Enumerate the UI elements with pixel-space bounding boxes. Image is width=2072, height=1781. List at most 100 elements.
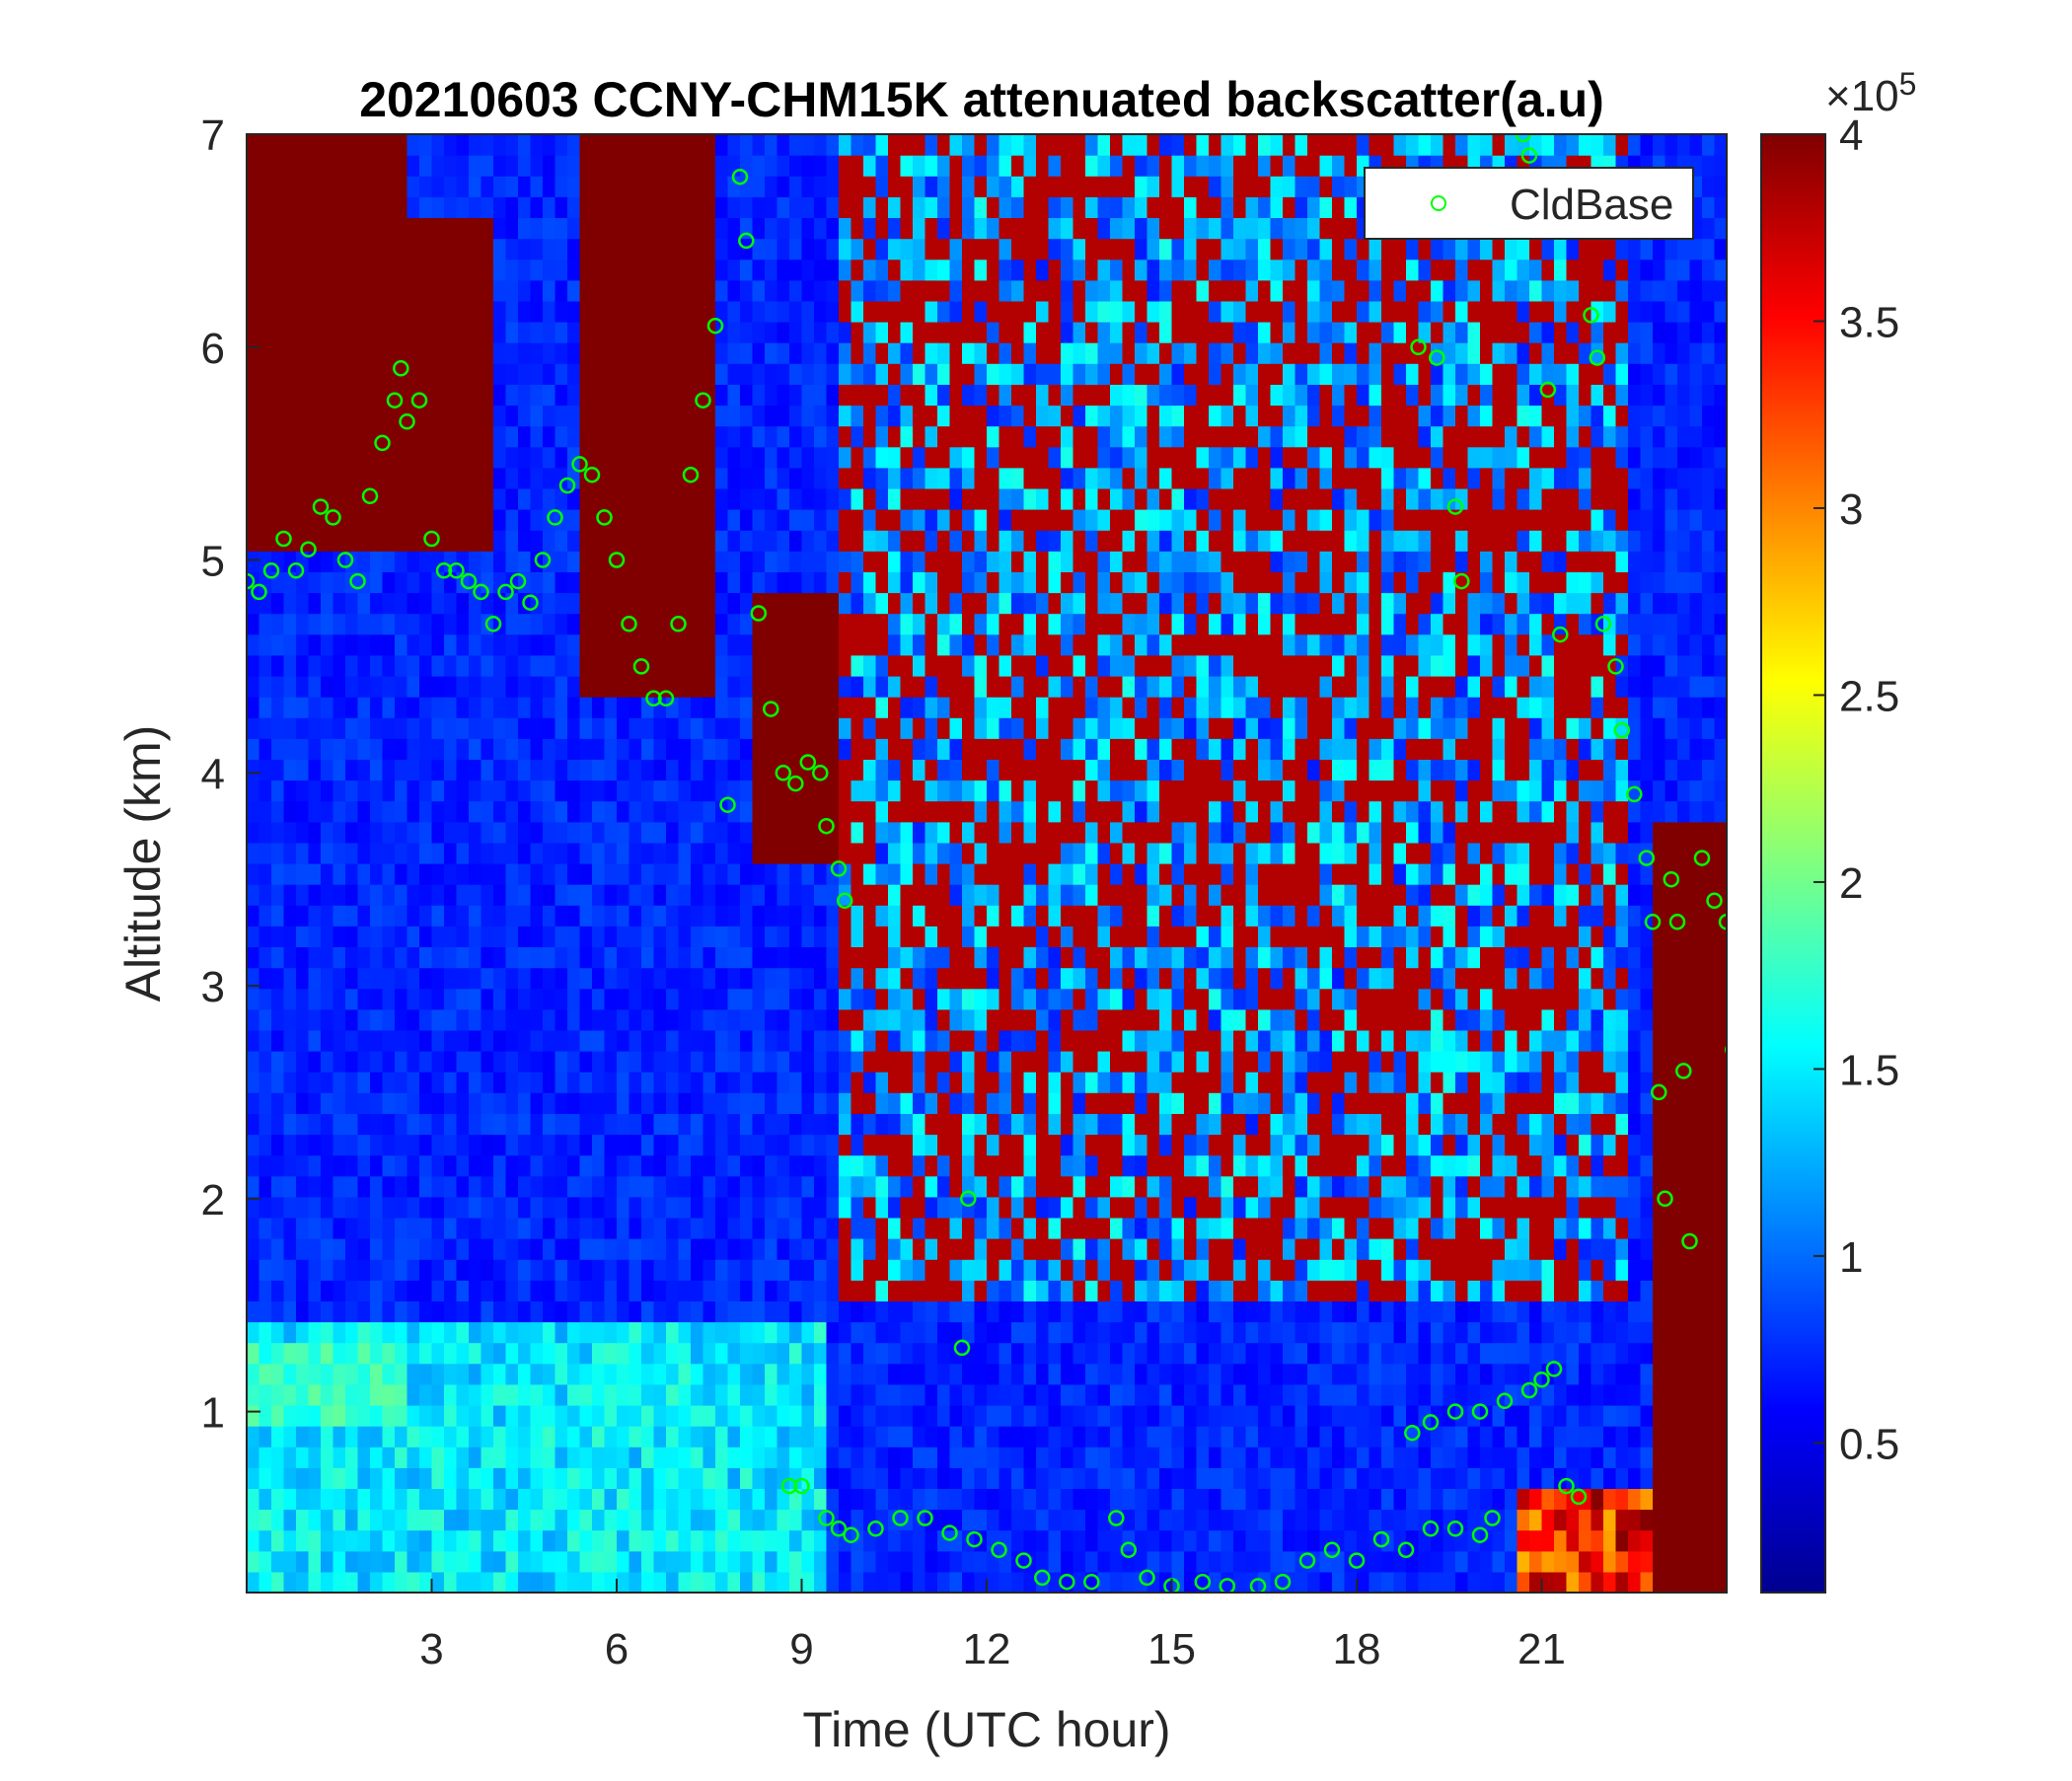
heatmap-cell: [431, 1008, 445, 1031]
heatmap-cell: [481, 1550, 494, 1573]
heatmap-cell: [604, 1447, 618, 1468]
heatmap-cell: [777, 759, 790, 781]
heatmap-cell: [555, 1529, 568, 1552]
heatmap-cell: [814, 425, 828, 448]
heatmap-cell: [333, 842, 346, 864]
heatmap-cell: [888, 551, 902, 572]
heatmap-cell: [567, 1447, 581, 1468]
heatmap-cell: [629, 1238, 642, 1260]
heatmap-cell: [1061, 509, 1074, 531]
heatmap-cell: [666, 1405, 680, 1427]
heatmap-cell: [530, 800, 544, 823]
heatmap-cell: [1110, 1363, 1124, 1385]
heatmap-cell: [913, 1259, 926, 1281]
heatmap-cell: [481, 842, 494, 864]
heatmap-cell: [913, 863, 926, 885]
heatmap-cell: [937, 1300, 951, 1323]
heatmap-cell: [839, 1300, 852, 1323]
heatmap-cell: [987, 363, 1000, 385]
heatmap-cell: [1011, 800, 1025, 823]
heatmap-cell: [875, 322, 889, 343]
heatmap-cell: [641, 1092, 655, 1114]
heatmap-cell: [1110, 1405, 1124, 1427]
heatmap-cell: [740, 1383, 754, 1406]
heatmap-cell: [949, 613, 963, 635]
heatmap-cell: [456, 259, 470, 281]
heatmap-cell: [604, 1051, 618, 1073]
heatmap-cell: [296, 1175, 310, 1198]
heatmap-cell: [703, 134, 716, 156]
heatmap-cell: [727, 259, 741, 281]
heatmap-cell: [1097, 946, 1111, 969]
heatmap-cell: [629, 1529, 642, 1552]
heatmap-cell: [777, 717, 790, 739]
heatmap-cell: [851, 509, 864, 531]
heatmap-cell: [666, 863, 680, 885]
heatmap-cell: [1061, 863, 1074, 885]
heatmap-cell: [962, 1092, 976, 1114]
heatmap-cell: [1036, 759, 1050, 781]
heatmap-cell: [543, 1196, 556, 1219]
heatmap-cell: [629, 926, 642, 947]
heatmap-cell: [777, 1529, 790, 1552]
heatmap-cell: [1023, 676, 1037, 698]
heatmap-cell: [271, 1405, 285, 1427]
heatmap-cell: [765, 1571, 778, 1593]
heatmap-cell: [1061, 1280, 1074, 1301]
heatmap-cell: [481, 1571, 494, 1593]
heatmap-cell: [851, 1175, 864, 1198]
heatmap-cell: [543, 134, 556, 156]
heatmap-cell: [469, 1488, 482, 1511]
heatmap-cell: [333, 800, 346, 823]
heatmap-cell: [801, 1383, 815, 1406]
heatmap-cell: [1073, 155, 1086, 177]
heatmap-cell: [283, 363, 297, 385]
heatmap-cell: [469, 238, 482, 260]
heatmap-cell: [456, 1571, 470, 1593]
heatmap-cell: [1061, 1405, 1074, 1427]
heatmap-cell: [518, 988, 532, 1010]
heatmap-cell: [530, 155, 544, 177]
heatmap-cell: [740, 1405, 754, 1427]
heatmap-cell: [875, 134, 889, 156]
heatmap-cell: [604, 1008, 618, 1031]
heatmap-cell: [481, 322, 494, 343]
heatmap-cell: [1110, 1447, 1124, 1468]
heatmap-cell: [691, 1217, 704, 1239]
heatmap-cell: [740, 446, 754, 469]
heatmap-cell: [1110, 1488, 1124, 1511]
heatmap-cell: [283, 217, 297, 240]
heatmap-cell: [888, 779, 902, 802]
heatmap-cell: [1023, 155, 1037, 177]
heatmap-cell: [543, 800, 556, 823]
heatmap-cell: [653, 1363, 667, 1385]
heatmap-cell: [555, 487, 568, 510]
heatmap-cell: [555, 176, 568, 197]
heatmap-cell: [1110, 259, 1124, 281]
heatmap-cell: [678, 926, 692, 947]
heatmap-cell: [493, 863, 507, 885]
heatmap-cell: [863, 821, 877, 844]
heatmap-cell: [888, 654, 902, 677]
heatmap-cell: [801, 967, 815, 990]
heatmap-cell: [592, 238, 606, 260]
heatmap-cell: [653, 884, 667, 906]
heatmap-cell: [1061, 1509, 1074, 1531]
heatmap-cell: [900, 800, 914, 823]
heatmap-cell: [431, 1300, 445, 1323]
heatmap-cell: [801, 1196, 815, 1219]
heatmap-cell: [395, 842, 408, 864]
heatmap-cell: [481, 1509, 494, 1531]
heatmap-cell: [407, 1383, 420, 1406]
heatmap-cell: [555, 1300, 568, 1323]
heatmap-cell: [271, 738, 285, 760]
heatmap-cell: [851, 884, 864, 906]
heatmap-cell: [801, 1300, 815, 1323]
heatmap-cell: [370, 863, 384, 885]
heatmap-cell: [555, 779, 568, 802]
heatmap-cell: [740, 821, 754, 844]
heatmap-cell: [543, 1113, 556, 1136]
heatmap-cell: [259, 1550, 272, 1573]
heatmap-cell: [740, 1529, 754, 1552]
heatmap-cell: [913, 1196, 926, 1219]
